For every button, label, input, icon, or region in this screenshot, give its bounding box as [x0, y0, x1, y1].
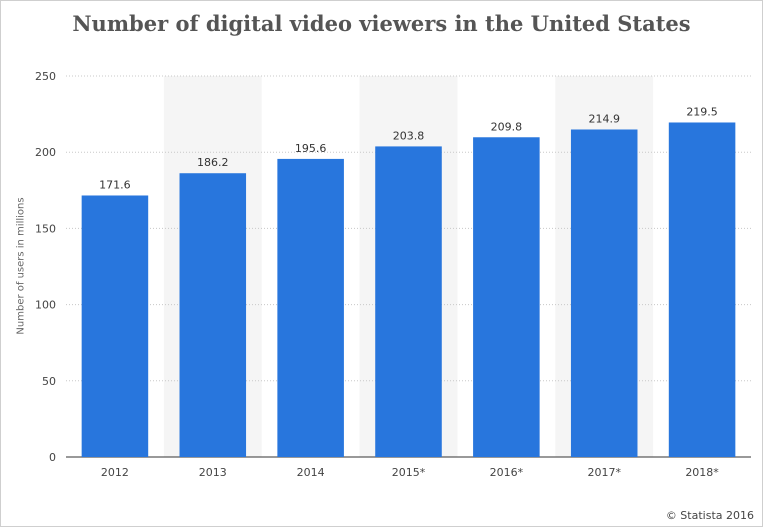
y-tick-label: 100 — [35, 299, 56, 312]
x-tick-label: 2017* — [587, 466, 621, 479]
x-tick-label: 2015* — [392, 466, 426, 479]
y-tick-label: 0 — [49, 451, 56, 464]
copyright-credit: © Statista 2016 — [665, 509, 754, 522]
bar — [277, 158, 344, 458]
y-tick-label: 200 — [35, 146, 56, 159]
x-tick-label: 2012 — [101, 466, 129, 479]
data-label: 186.2 — [197, 156, 229, 169]
x-tick-label: 2013 — [199, 466, 227, 479]
chart-title: Number of digital video viewers in the U… — [72, 11, 691, 36]
bar — [668, 122, 736, 458]
data-label: 209.8 — [491, 120, 523, 133]
bar — [473, 137, 540, 457]
bar — [570, 129, 638, 457]
data-label: 171.6 — [99, 178, 131, 191]
data-label: 195.6 — [295, 142, 327, 155]
data-label: 219.5 — [686, 105, 718, 118]
x-tick-label: 2014 — [297, 466, 325, 479]
y-tick-label: 250 — [35, 70, 56, 83]
y-tick-label: 150 — [35, 222, 56, 235]
x-tick-label: 2018* — [685, 466, 719, 479]
x-tick-label: 2016* — [490, 466, 524, 479]
bar — [81, 195, 149, 457]
bar — [375, 146, 442, 457]
data-label: 214.9 — [588, 112, 620, 125]
y-tick-label: 50 — [42, 375, 56, 388]
bar — [179, 173, 247, 457]
data-label: 203.8 — [393, 129, 425, 142]
